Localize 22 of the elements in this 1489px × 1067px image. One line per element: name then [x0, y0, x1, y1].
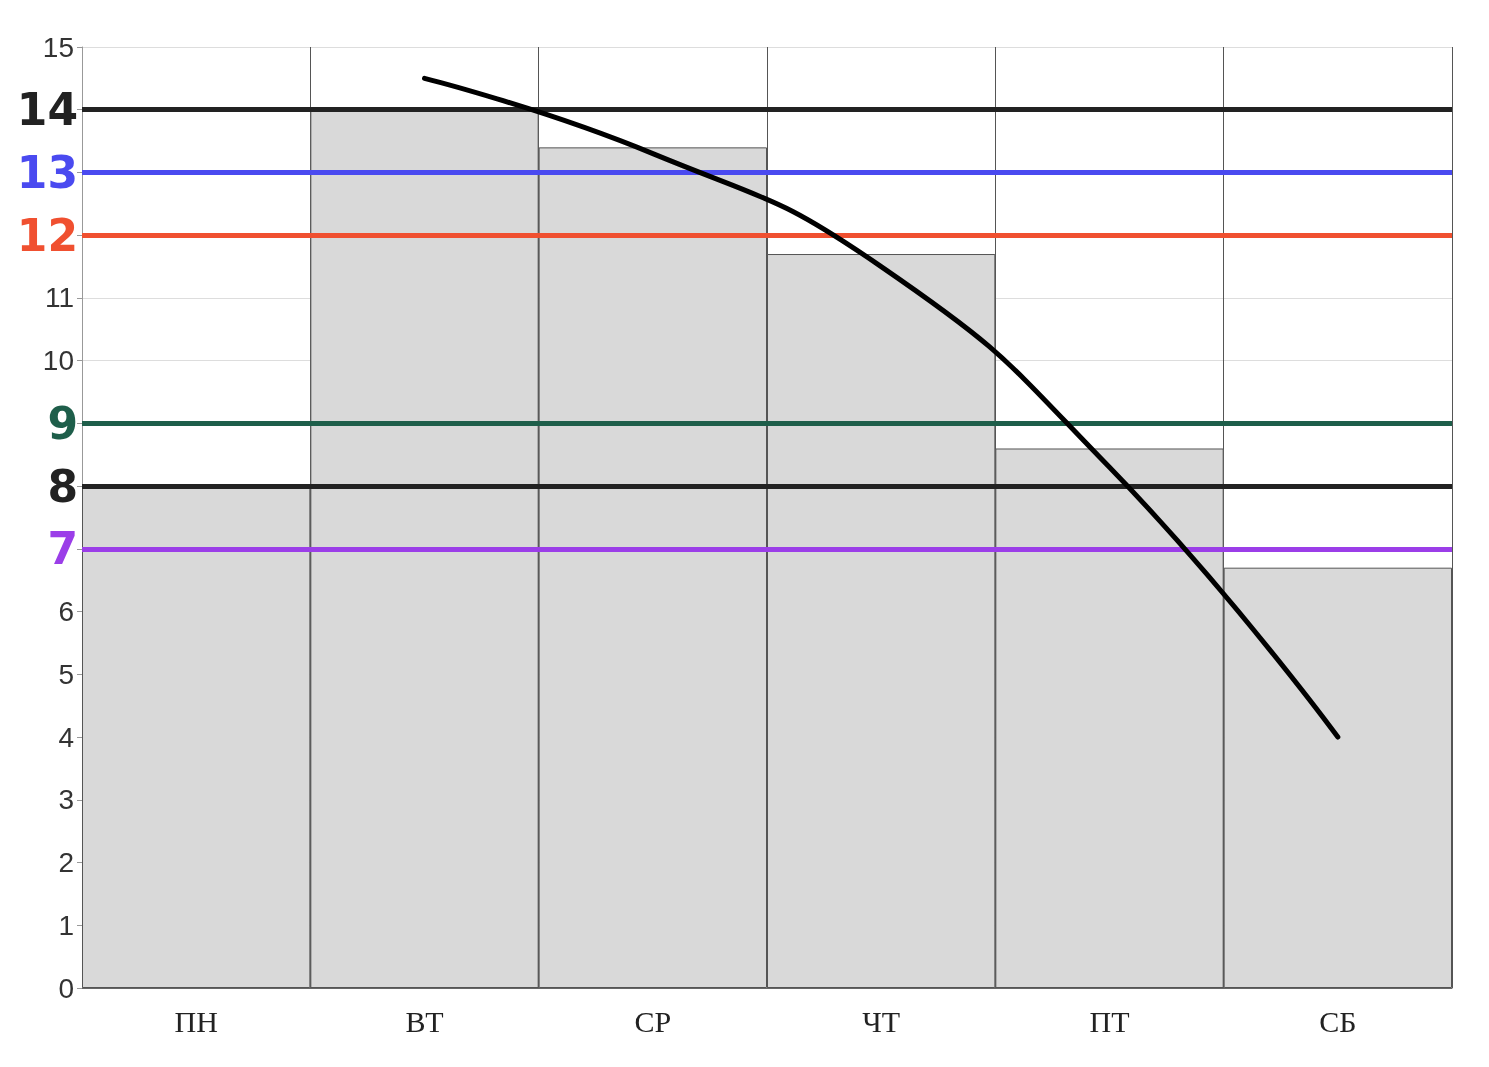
y-tick-label: 5 — [58, 658, 74, 690]
x-tick-label: ПН — [174, 1004, 218, 1038]
y-tick-label: 10 — [42, 345, 74, 377]
y-tick-label: 0 — [58, 972, 74, 1004]
ref-line-label: 14 — [16, 84, 78, 136]
ref-line-label: 9 — [47, 397, 78, 449]
ref-line-label: 13 — [16, 146, 78, 198]
y-tick-label: 3 — [58, 784, 74, 816]
y-tick-label: 6 — [58, 596, 74, 628]
x-tick-label: ПТ — [1089, 1004, 1130, 1038]
y-tick-label: 1 — [58, 909, 74, 941]
ref-line-label: 8 — [47, 460, 78, 512]
ref-line-label: 12 — [16, 209, 78, 261]
x-tick-label: СБ — [1319, 1004, 1357, 1038]
y-tick-label: 15 — [42, 31, 74, 63]
x-tick-label: СР — [634, 1004, 672, 1038]
y-tick-label: 2 — [58, 847, 74, 879]
x-tick-label: ЧТ — [862, 1004, 901, 1038]
y-tick-label: 4 — [58, 721, 74, 753]
ref-line-label: 7 — [47, 523, 78, 575]
x-tick-label: ВТ — [405, 1004, 444, 1038]
y-tick-label: 11 — [44, 282, 74, 314]
